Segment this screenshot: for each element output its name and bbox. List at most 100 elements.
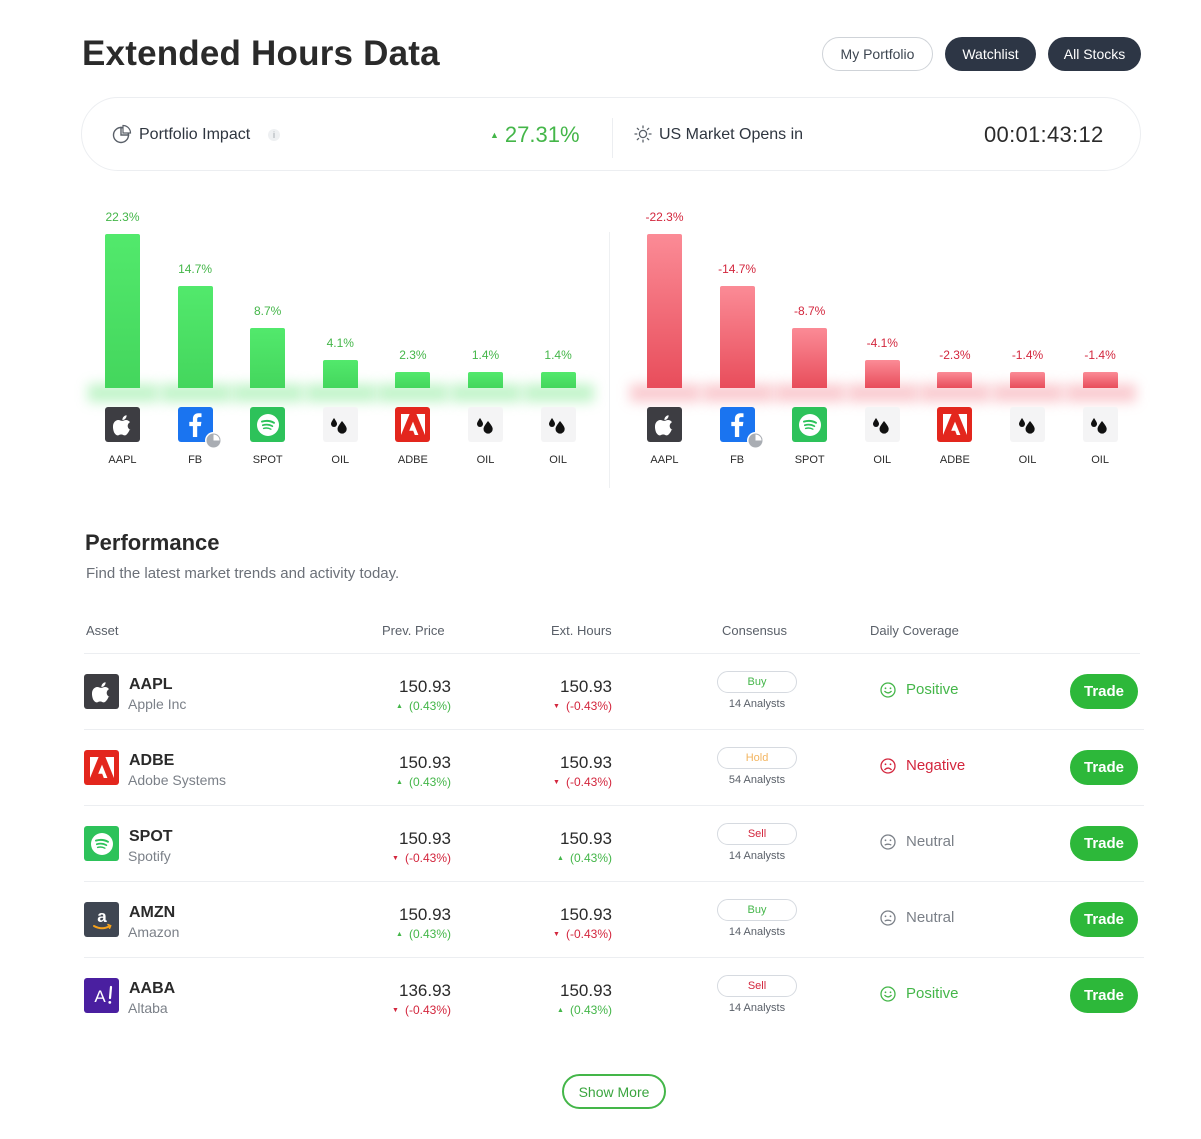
- trade-button[interactable]: Trade: [1070, 826, 1138, 861]
- bar-value-label: 1.4%: [471, 348, 500, 362]
- pie-chart-icon: [111, 124, 132, 145]
- apple-logo-icon: [647, 407, 682, 442]
- chart-bar[interactable]: [719, 286, 755, 388]
- portfolio-badge-icon: [204, 432, 222, 449]
- bar-value-label: -8.7%: [794, 304, 826, 318]
- watchlist-button[interactable]: Watchlist: [945, 37, 1036, 71]
- trade-button[interactable]: Trade: [1070, 978, 1138, 1013]
- column-header-asset[interactable]: Asset: [86, 623, 119, 638]
- consensus-badge: Buy: [717, 671, 797, 693]
- column-header-consensus[interactable]: Consensus: [722, 623, 788, 638]
- chart-bar[interactable]: [540, 372, 576, 388]
- trade-button[interactable]: Trade: [1070, 674, 1138, 709]
- prev-price: 150.93: [399, 677, 451, 696]
- asset-company: Amazon: [128, 924, 180, 940]
- asset-company: Apple Inc: [128, 696, 187, 712]
- oil-drop-icon: [468, 407, 503, 442]
- chart-bar[interactable]: [468, 372, 503, 388]
- column-header-daily-coverage[interactable]: Daily Coverage: [870, 623, 959, 638]
- bar-value-label: -2.3%: [939, 348, 971, 362]
- facebook-logo-icon: [177, 407, 222, 449]
- analysts-count: 14 Analysts: [728, 1002, 786, 1014]
- asset-ticker[interactable]: AABA: [129, 980, 176, 997]
- asset-ticker[interactable]: SPOT: [129, 828, 173, 845]
- asset-ticker[interactable]: AAPL: [129, 676, 173, 693]
- chart-bar[interactable]: [322, 360, 358, 388]
- adobe-logo-icon: [84, 750, 119, 785]
- chart-bar[interactable]: [395, 372, 431, 388]
- analysts-count: 14 Analysts: [728, 926, 786, 938]
- asset-ticker[interactable]: ADBE: [129, 752, 175, 769]
- bar-value-label: 2.3%: [399, 348, 427, 362]
- x-tick-label: AAPL: [650, 454, 679, 466]
- info-icon[interactable]: i: [268, 129, 280, 141]
- x-tick-label: ADBE: [939, 454, 970, 466]
- bar-value-label: -14.7%: [718, 262, 757, 276]
- daily-coverage: Neutral: [880, 833, 954, 850]
- asset-company: Spotify: [128, 848, 171, 864]
- column-header-ext-hours[interactable]: Ext. Hours: [551, 623, 612, 638]
- row-divider: [84, 805, 1144, 806]
- chart-bar[interactable]: [250, 328, 286, 388]
- chart-bar[interactable]: [937, 372, 973, 388]
- x-tick-label: OIL: [1091, 454, 1109, 466]
- bar-glow: [702, 384, 773, 402]
- down-arrow-icon: ▼: [392, 1007, 399, 1014]
- bar-glow: [847, 384, 918, 402]
- bar-glow: [378, 384, 449, 402]
- daily-coverage: Neutral: [880, 909, 954, 926]
- prev-price-change: ▲ (0.43%): [396, 927, 451, 941]
- bar-glow: [160, 384, 231, 402]
- divider: [612, 118, 613, 158]
- prev-price-change: ▲ (0.43%): [396, 699, 451, 713]
- bar-value-label: 1.4%: [544, 348, 572, 362]
- my-portfolio-button[interactable]: My Portfolio: [822, 37, 933, 71]
- table-row[interactable]: SPOT Spotify 150.93 ▼ (-0.43%) 150.93 ▲ (0…: [84, 806, 1144, 882]
- prev-price-change: ▼ (-0.43%): [392, 851, 451, 865]
- bar-glow: [630, 384, 700, 402]
- ext-hours-price: 150.93: [560, 981, 612, 1000]
- show-more-button[interactable]: Show More: [562, 1074, 666, 1109]
- ext-hours-change: ▲ (0.43%): [557, 1003, 612, 1017]
- bar-glow: [451, 384, 521, 402]
- spotify-logo-icon: [84, 826, 119, 861]
- all-stocks-button[interactable]: All Stocks: [1048, 37, 1141, 71]
- trade-button[interactable]: Trade: [1070, 902, 1138, 937]
- trade-button[interactable]: Trade: [1070, 750, 1138, 785]
- chart-bar[interactable]: [1010, 372, 1045, 388]
- chart-bar[interactable]: [1082, 372, 1118, 388]
- bar-value-label: 8.7%: [254, 304, 282, 318]
- up-arrow-icon: ▲: [396, 931, 403, 938]
- table-row[interactable]: ADBE Adobe Systems 150.93 ▲ (0.43%) 150.9…: [84, 730, 1144, 806]
- bar-glow: [233, 384, 304, 402]
- table-row[interactable]: a AMZN Amazon 150.93 ▲ (0.43%) 150.93 ▼ (-…: [84, 882, 1144, 958]
- apple-logo-icon: [105, 407, 140, 442]
- table-row[interactable]: AAPL Apple Inc 150.93 ▲ (0.43%) 150.93 ▼(…: [84, 654, 1144, 730]
- chart-bar[interactable]: [792, 328, 828, 388]
- chart-bar[interactable]: [864, 360, 900, 388]
- ext-hours-price: 150.93: [560, 753, 612, 772]
- svg-text:a: a: [97, 907, 107, 926]
- oil-drop-icon: [540, 407, 576, 442]
- column-header-prev-price[interactable]: Prev. Price: [382, 623, 445, 638]
- chart-bar[interactable]: [647, 234, 682, 388]
- market-opens-label: US Market Opens in: [659, 126, 804, 143]
- adobe-logo-icon: [937, 407, 973, 442]
- chart-divider: [609, 232, 610, 488]
- neutral-face-icon: [880, 909, 901, 926]
- x-tick-label: AAPL: [108, 454, 137, 466]
- smile-face-icon: [880, 681, 901, 698]
- oil-drop-icon: [864, 407, 900, 442]
- asset-ticker[interactable]: AMZN: [129, 904, 176, 921]
- impact-summary-bar: Portfolio Impact i ▲ 27.31% US Market Ope…: [81, 97, 1141, 171]
- bar-value-label: -22.3%: [645, 210, 684, 224]
- chart-bar[interactable]: [105, 234, 140, 388]
- table-header-divider: [84, 653, 1140, 654]
- bar-glow: [920, 384, 991, 402]
- table-row[interactable]: A AABA Altaba 136.93 ▼ (-0.43%) 150.93 ▲(…: [84, 958, 1144, 1034]
- chart-bar[interactable]: [177, 286, 213, 388]
- consensus-badge: Buy: [717, 899, 797, 921]
- bar-glow: [305, 384, 376, 402]
- consensus-badge: Hold: [717, 747, 797, 769]
- ext-hours-change: ▼ (-0.43%): [553, 699, 612, 713]
